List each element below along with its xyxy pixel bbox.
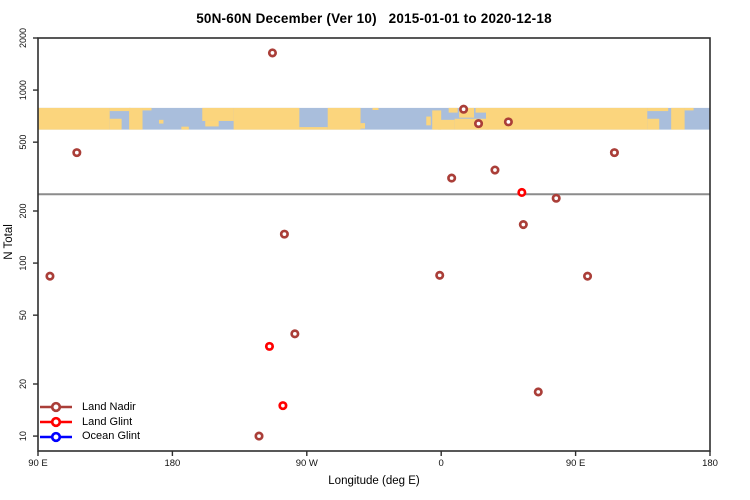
plot-frame <box>37 37 711 452</box>
legend-label: Land Glint <box>82 415 133 428</box>
data-point-land-nadir <box>473 119 484 129</box>
ocean-glint-marker-icon <box>40 431 72 442</box>
map-land-patch <box>205 120 219 127</box>
x-axis-title: Longitude (deg E) <box>328 475 420 487</box>
map-land-patch <box>202 107 234 121</box>
y-axis-tick-label: 500 <box>18 135 28 150</box>
legend-label: Ocean Glint <box>82 430 141 443</box>
map-land-patch <box>299 127 328 130</box>
y-axis-tick-label: 1000 <box>18 80 28 100</box>
x-axis-tick-label: 90 E <box>28 458 48 469</box>
legend-item-land-glint: Land Glint <box>39 415 140 430</box>
map-land-patch <box>181 126 189 130</box>
map-land-patch <box>109 118 122 130</box>
map-land-patch <box>448 107 458 113</box>
x-axis-tick-label: 0 <box>439 458 444 469</box>
y-axis-tick-label: 2000 <box>18 28 28 48</box>
data-point-land-nadir <box>503 117 513 127</box>
data-point-land-nadir <box>279 229 289 239</box>
data-point-land-nadir <box>609 148 619 158</box>
data-point-land-glint <box>517 187 527 198</box>
data-point-land-nadir <box>435 270 445 280</box>
x-axis-tick-label: 90 E <box>566 458 586 469</box>
map-land-patch <box>438 119 455 130</box>
data-point-land-nadir <box>490 165 500 175</box>
map-band <box>38 107 710 130</box>
data-point-land-nadir <box>582 271 593 281</box>
data-point-land-nadir <box>290 329 300 339</box>
map-land-patch <box>38 107 110 130</box>
map-land-patch <box>360 123 366 129</box>
y-axis-title: N Total <box>3 224 15 260</box>
map-land-patch <box>426 116 431 126</box>
data-point-land-glint <box>264 341 275 351</box>
map-land-patch <box>432 110 442 130</box>
chart-title: 50N-60N December (Ver 10) 2015-01-01 to … <box>196 11 552 26</box>
y-axis-tick-label: 20 <box>18 379 28 389</box>
x-axis-tick-label: 90 W <box>296 458 318 469</box>
data-point-land-nadir <box>533 387 543 397</box>
map-land-patch <box>129 107 143 130</box>
y-axis-tick-label: 10 <box>18 431 28 441</box>
land-glint-marker-icon <box>40 416 72 428</box>
map-land-patch <box>454 118 489 130</box>
map-land-patch <box>158 119 164 124</box>
x-axis-tick-label: 180 <box>702 458 718 469</box>
legend: Land Nadir Land Glint Ocean Glint <box>39 400 140 444</box>
legend-item-ocean-glint: Ocean Glint <box>39 429 140 444</box>
map-land-patch <box>647 107 669 112</box>
map-land-patch <box>486 107 648 130</box>
data-point-land-nadir <box>254 431 264 441</box>
y-axis-tick-label: 200 <box>18 203 28 218</box>
map-land-patch <box>327 107 361 130</box>
map-land-patch <box>233 107 300 130</box>
y-axis-tick-label: 100 <box>18 256 28 271</box>
land-nadir-marker-icon <box>40 402 72 413</box>
data-point-land-nadir <box>459 104 469 114</box>
map-land-patch <box>109 107 131 112</box>
map-land-patch <box>372 107 379 110</box>
map-land-patch <box>475 107 486 113</box>
data-point-land-nadir <box>518 219 528 230</box>
data-point-land-nadir <box>551 193 561 203</box>
map-land-patch <box>459 107 475 118</box>
map-land-patch <box>671 107 685 130</box>
map-land-patch <box>142 107 152 111</box>
map-land-patch <box>684 107 694 111</box>
data-point-land-nadir <box>267 48 278 58</box>
y-axis-tick-label: 50 <box>18 310 28 320</box>
legend-item-land-nadir: Land Nadir <box>39 400 140 415</box>
data-point-land-glint <box>278 401 288 411</box>
data-point-land-nadir <box>447 173 457 183</box>
x-axis-tick-label: 180 <box>164 458 180 469</box>
map-land-patch <box>647 118 660 130</box>
data-point-land-nadir <box>45 271 55 281</box>
legend-label: Land Nadir <box>82 401 136 413</box>
data-point-land-nadir <box>72 148 82 158</box>
